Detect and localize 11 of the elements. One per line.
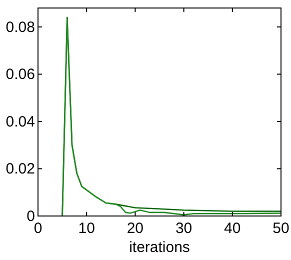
x-tick-label: 10: [78, 220, 95, 237]
x-tick-label: 50: [272, 220, 290, 237]
y-tick-label: 0.06: [6, 66, 35, 84]
x-axis-title: iterations: [129, 239, 190, 256]
y-tick-label: 0: [26, 208, 35, 225]
x-tick-label: 20: [126, 220, 144, 237]
x-tick-label: 40: [224, 220, 241, 237]
y-tick-label: 0.02: [6, 160, 35, 178]
y-tick-label: 0.04: [6, 113, 35, 130]
y-tick-label: 0.08: [6, 18, 35, 36]
x-tick-label: 30: [175, 220, 192, 237]
